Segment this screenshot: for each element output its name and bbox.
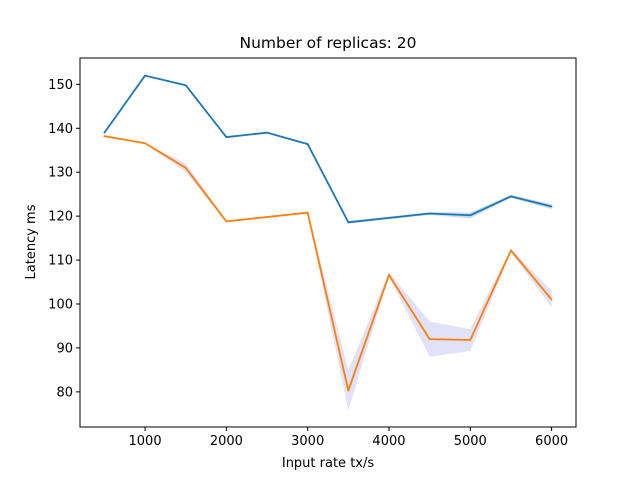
series-1-point [184,84,187,87]
series-1-confidence-band [104,75,552,224]
series-2-point [347,389,350,392]
series-2-point [306,211,309,214]
series-1-point [510,195,512,198]
series-1-point [469,214,472,217]
x-tick-label: 3000 [291,434,324,449]
series-2-point [469,339,472,341]
x-tick-label: 6000 [535,434,568,449]
series-1-point [306,143,309,146]
plot-frame [79,57,577,428]
x-tick-label: 1000 [129,434,162,449]
series-1-point [428,212,431,215]
x-axis-label: Input rate tx/s [282,456,375,471]
series-2-point [144,142,146,145]
series-1-point [347,221,350,224]
y-tick-label: 150 [48,78,73,93]
x-tick-label: 5000 [454,434,487,449]
series-1-point [144,74,146,77]
series-2-point [428,338,431,341]
series-2-confidence-band [104,136,552,411]
series-2-point [388,274,390,276]
series-2-line [104,135,553,392]
x-tick-label: 4000 [372,434,405,449]
y-tick-label: 120 [48,210,73,225]
y-tick-label: 80 [56,385,73,400]
y-tick-label: 130 [48,166,73,181]
series-2-point [510,249,512,252]
series-2-point [550,298,553,301]
y-tick-label: 140 [48,122,73,137]
y-tick-label: 100 [48,298,73,313]
y-tick-label: 90 [56,341,73,356]
series-2-point [225,220,228,223]
plot-area [103,74,553,411]
y-tick-label: 110 [48,254,73,269]
x-tick-label: 2000 [210,434,243,449]
series-1-point [225,136,228,138]
series-2-point [103,135,106,138]
series-1-point [103,131,106,134]
series-1-point [266,131,268,134]
series-2-point [184,166,187,169]
y-axis-label: Latency ms [24,204,39,279]
series-1-line [103,74,552,224]
chart-title: Number of replicas: 20 [239,34,416,52]
series-1-point [550,205,553,208]
